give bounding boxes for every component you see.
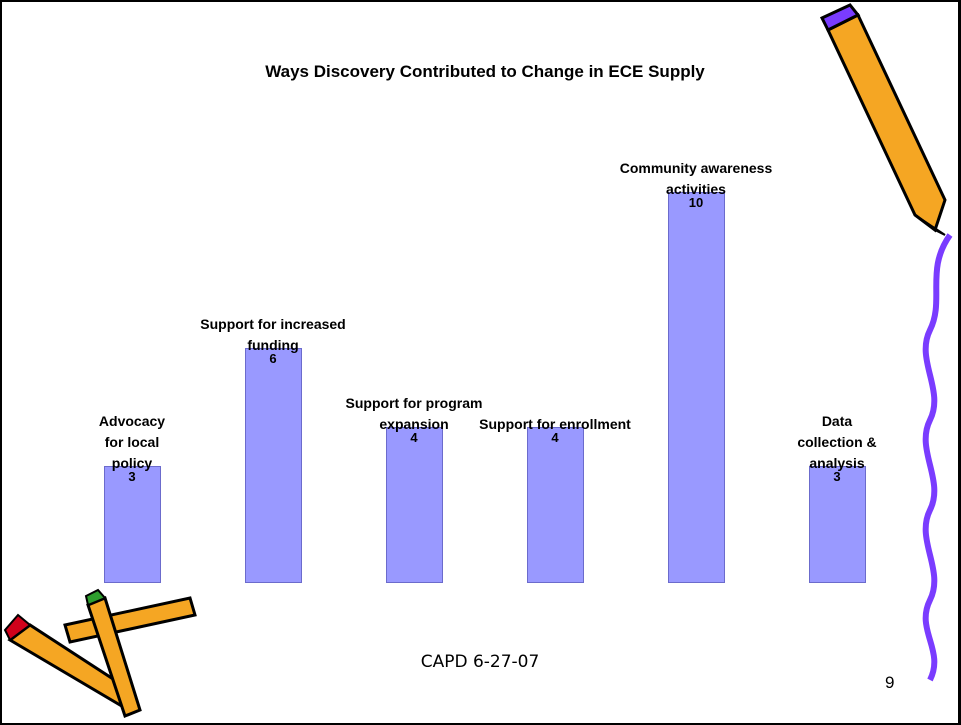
bar bbox=[386, 427, 443, 583]
bar bbox=[668, 192, 725, 583]
category-label: Community awareness activities bbox=[611, 158, 781, 200]
footer-text: CAPD 6-27-07 bbox=[380, 652, 580, 672]
bar bbox=[245, 348, 302, 583]
category-label: Advocacy for local policy bbox=[92, 411, 172, 474]
wavy-line bbox=[926, 235, 950, 680]
category-label: Data collection & analysis bbox=[797, 411, 877, 474]
pencil-top bbox=[822, 5, 945, 235]
pencils-bottom bbox=[5, 590, 195, 716]
decorations bbox=[0, 0, 961, 725]
chart-title: Ways Discovery Contributed to Change in … bbox=[160, 62, 810, 82]
category-label: Support for increased funding bbox=[188, 314, 358, 356]
category-label: Support for enrollment bbox=[465, 414, 645, 435]
page-number: 9 bbox=[885, 673, 894, 693]
slide: Ways Discovery Contributed to Change in … bbox=[0, 0, 961, 725]
bar bbox=[527, 427, 584, 583]
